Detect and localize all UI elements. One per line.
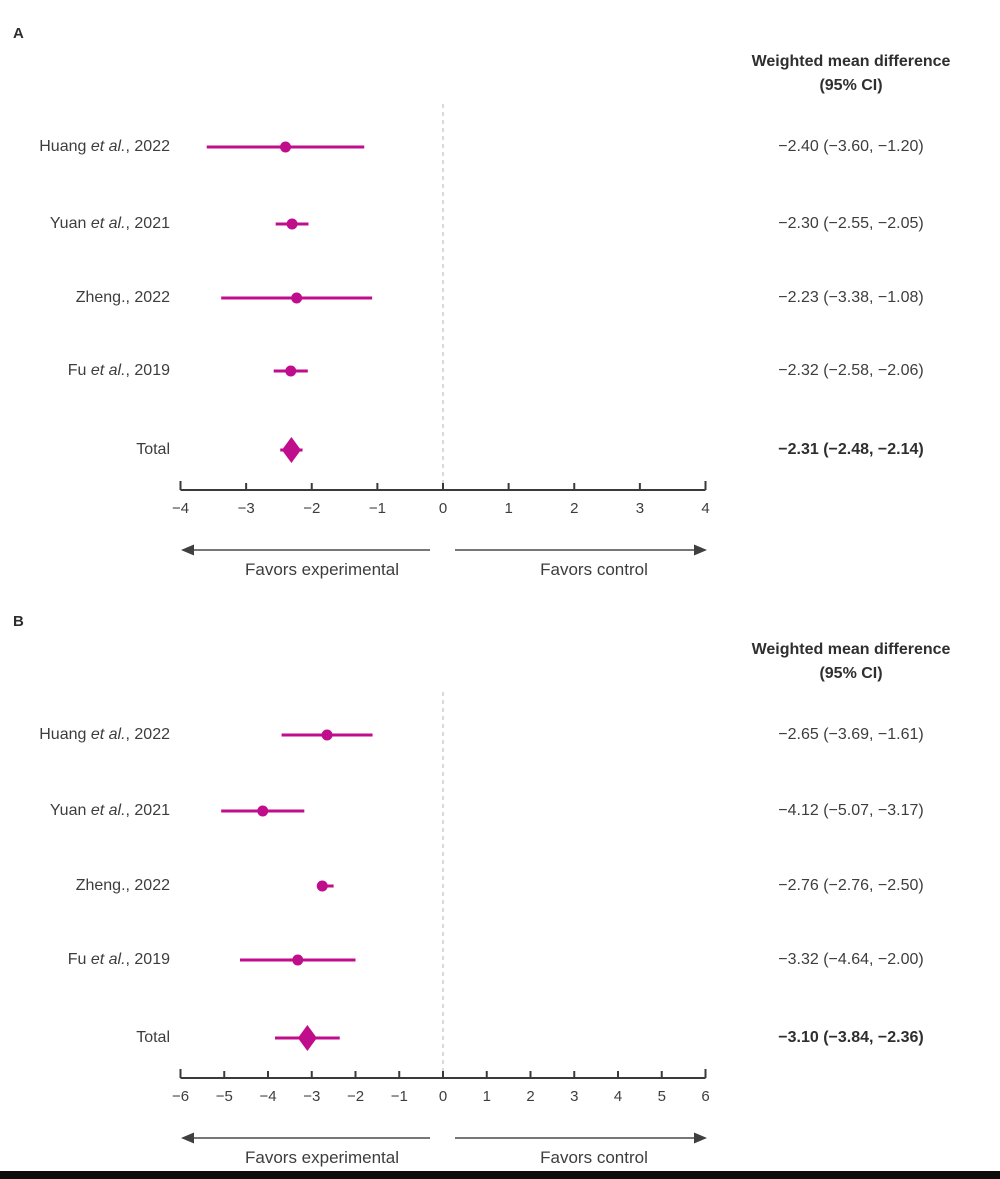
panel-b-point-estimate-dot bbox=[292, 954, 304, 966]
panel-b-study-ci-value: −2.76 (−2.76, −2.50) bbox=[778, 877, 924, 894]
panel-b-study-ci-value: −3.32 (−4.64, −2.00) bbox=[778, 951, 924, 968]
panel-a-favors-control-label: Favors control bbox=[540, 560, 648, 579]
panel-a-column-header-line2: (95% CI) bbox=[819, 77, 883, 94]
panel-a-study-ci-value: −2.23 (−3.38, −1.08) bbox=[778, 289, 924, 306]
panel-b-axis-tick-label: −2 bbox=[346, 1088, 365, 1105]
panel-b-axis-tick-label: 5 bbox=[657, 1088, 666, 1105]
panel-b-study-label: Zheng., 2022 bbox=[0, 874, 170, 898]
label-text: Total bbox=[136, 1029, 170, 1046]
panel-b-total-ci-value: −3.10 (−3.84, −2.36) bbox=[778, 1029, 924, 1046]
panel-b-axis-tick-label: 3 bbox=[570, 1088, 579, 1105]
panel-a-axis-tick-label: −3 bbox=[237, 500, 255, 517]
panel-a-total-label: Total bbox=[0, 438, 170, 462]
panel-b-column-header-line2: (95% CI) bbox=[819, 665, 883, 682]
panel-a-point-estimate-dot bbox=[291, 292, 303, 304]
panel-a-axis-tick-label: 4 bbox=[701, 500, 710, 517]
panel-a-axis-tick-label: 1 bbox=[504, 500, 513, 517]
panel-a-axis-tick-label: 2 bbox=[570, 500, 579, 517]
panel-b-favors-left-arrow-head bbox=[181, 1132, 194, 1144]
panel-a-study-label: Yuan et al., 2021 bbox=[0, 212, 170, 236]
panel-a-total-ci-value: −2.31 (−2.48, −2.14) bbox=[778, 441, 924, 458]
panel-b-axis-tick-label: 0 bbox=[438, 1088, 448, 1105]
panel-a-axis-tick-label: −4 bbox=[171, 500, 190, 517]
panel-a-axis-tick-label: −2 bbox=[303, 500, 321, 517]
label-et-al: et al. bbox=[90, 362, 126, 379]
panel-b-study-label: Huang et al., 2022 bbox=[0, 723, 170, 747]
label-year: , 2022 bbox=[125, 726, 170, 743]
label-year: , 2019 bbox=[125, 362, 170, 379]
label-year: , 2021 bbox=[125, 215, 170, 232]
panel-b-axis-tick-label: 1 bbox=[482, 1088, 491, 1105]
label-year: , 2022 bbox=[125, 138, 170, 155]
label-et-al: et al. bbox=[90, 951, 126, 968]
label-text: Total bbox=[136, 441, 170, 458]
label-text: Huang bbox=[39, 138, 91, 155]
panel-a-favors-experimental-label: Favors experimental bbox=[244, 560, 399, 579]
label-text: Fu bbox=[67, 951, 91, 968]
label-text: Fu bbox=[67, 362, 91, 379]
label-text: Zheng., 2022 bbox=[75, 877, 170, 894]
panel-a-axis-tick-label: −1 bbox=[368, 500, 386, 517]
panel-b-favors-right-arrow-head bbox=[694, 1132, 707, 1144]
panel-a-study-ci-value: −2.32 (−2.58, −2.06) bbox=[778, 362, 924, 379]
panel-a-study-label: Zheng., 2022 bbox=[0, 286, 170, 310]
panel-b-axis-tick-label: −1 bbox=[390, 1088, 408, 1105]
panel-a-favors-left-arrow-head bbox=[181, 544, 194, 556]
panel-b-favors-experimental-label: Favors experimental bbox=[244, 1148, 399, 1167]
panel-a-column-header-line1: Weighted mean difference bbox=[751, 53, 951, 70]
label-text: Huang bbox=[39, 726, 91, 743]
label-et-al: et al. bbox=[90, 802, 126, 819]
panel-a-axis-tick-label: 0 bbox=[438, 500, 448, 517]
panel-a-summary-diamond bbox=[281, 437, 301, 463]
panel-b-study-ci-value: −2.65 (−3.69, −1.61) bbox=[778, 726, 924, 743]
panel-a-study-label: Huang et al., 2022 bbox=[0, 135, 170, 159]
panel-b-point-estimate-dot bbox=[321, 729, 333, 741]
panel-b-axis-tick-label: 2 bbox=[526, 1088, 535, 1105]
panel-a-column-header: Weighted mean difference (95% CI) bbox=[701, 50, 1000, 98]
panel-b-study-label: Yuan et al., 2021 bbox=[0, 799, 170, 823]
panel-b-summary-diamond bbox=[297, 1025, 317, 1051]
panel-a-letter: A bbox=[13, 25, 24, 42]
panel-b-point-estimate-dot bbox=[257, 805, 269, 817]
panel-a-point-estimate-dot bbox=[286, 218, 298, 230]
panel-b-axis-tick-label: 6 bbox=[701, 1088, 710, 1105]
panel-b-axis-tick-label: −6 bbox=[171, 1088, 190, 1105]
panel-b-axis-tick-label: 4 bbox=[613, 1088, 623, 1105]
panel-a-point-estimate-dot bbox=[280, 141, 291, 153]
panel-b-column-header: Weighted mean difference (95% CI) bbox=[701, 638, 1000, 686]
panel-a-axis-tick-label: 3 bbox=[635, 500, 645, 517]
panel-a-study-ci-value: −2.40 (−3.60, −1.20) bbox=[778, 138, 924, 155]
panel-b-axis-tick-label: −3 bbox=[303, 1088, 321, 1105]
label-et-al: et al. bbox=[90, 138, 126, 155]
label-year: , 2019 bbox=[125, 951, 170, 968]
figure-bottom-rule bbox=[0, 1171, 1000, 1179]
panel-b-favors-control-label: Favors control bbox=[540, 1148, 648, 1167]
panel-b-axis-tick-label: −5 bbox=[215, 1088, 233, 1105]
label-text: Yuan bbox=[49, 215, 91, 232]
panel-b-point-estimate-dot bbox=[316, 880, 328, 892]
panel-a-study-ci-value: −2.30 (−2.55, −2.05) bbox=[778, 215, 924, 232]
panel-b-study-label: Fu et al., 2019 bbox=[0, 948, 170, 972]
label-text: Zheng., 2022 bbox=[75, 289, 170, 306]
label-et-al: et al. bbox=[90, 726, 126, 743]
panel-a-point-estimate-dot bbox=[285, 365, 297, 377]
label-et-al: et al. bbox=[90, 215, 126, 232]
panel-b-study-ci-value: −4.12 (−5.07, −3.17) bbox=[778, 802, 924, 819]
panel-a-favors-right-arrow-head bbox=[694, 544, 707, 556]
panel-b-total-label: Total bbox=[0, 1026, 170, 1050]
label-year: , 2021 bbox=[125, 802, 170, 819]
label-text: Yuan bbox=[49, 802, 91, 819]
panel-a-study-label: Fu et al., 2019 bbox=[0, 359, 170, 383]
panel-b-axis-tick-label: −4 bbox=[259, 1088, 277, 1105]
panel-b-letter: B bbox=[13, 613, 24, 630]
panel-b-column-header-line1: Weighted mean difference bbox=[751, 641, 951, 658]
